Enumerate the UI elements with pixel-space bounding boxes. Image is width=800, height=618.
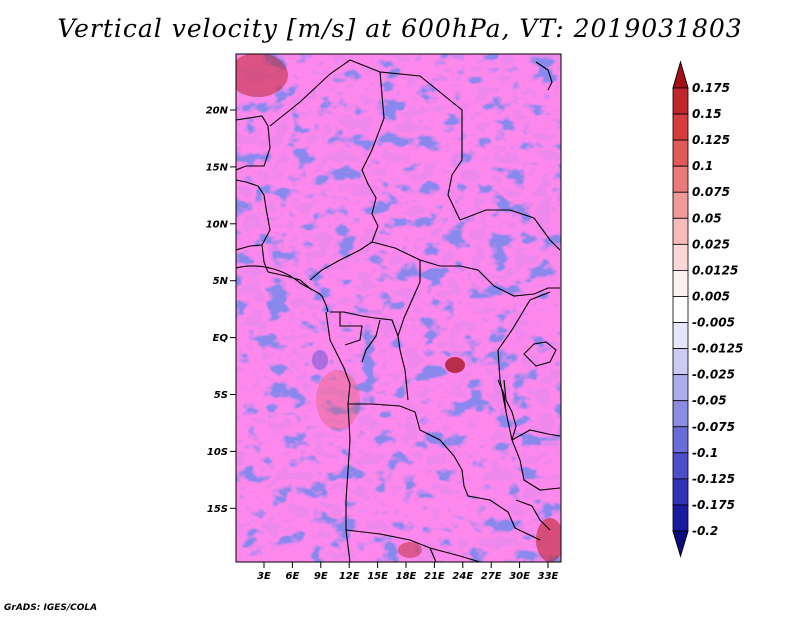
colorbar-segment xyxy=(672,322,689,349)
latitude-axis: 20N 15N 10N 5N EQ 5S 10S 15S xyxy=(206,106,236,515)
velocity-field xyxy=(236,54,561,562)
colorbar-segment xyxy=(672,452,689,480)
chart-title: Vertical velocity [m/s] at 600hPa, VT: 2… xyxy=(57,14,743,43)
lon-tick-label: 18E xyxy=(396,571,417,582)
grads-credit: GrADS: IGES/COLA xyxy=(4,603,98,613)
lat-tick-label: 10N xyxy=(206,219,229,230)
lat-tick-label: 15S xyxy=(207,504,228,515)
colorbar-segment xyxy=(672,113,689,141)
colorbar-label: 0.0125 xyxy=(692,263,738,277)
lat-tick-label: 10S xyxy=(207,447,228,458)
colorbar-label: -0.175 xyxy=(692,498,735,512)
lat-tick-label: 5N xyxy=(213,276,229,287)
country-borders xyxy=(236,59,561,562)
lon-tick-label: 15E xyxy=(367,571,388,582)
colorbar-segment xyxy=(672,504,689,532)
lon-tick-label: 21E xyxy=(424,571,445,582)
lon-tick-label: 24E xyxy=(452,571,473,582)
colorbar-segment xyxy=(672,374,689,402)
colorbar-segment xyxy=(672,348,689,376)
map-frame xyxy=(235,53,562,563)
lat-tick-label: 5S xyxy=(214,390,228,401)
colorbar-label: -0.025 xyxy=(692,368,735,382)
lon-tick-label: 30E xyxy=(509,571,530,582)
colorbar-label: 0.15 xyxy=(692,107,722,121)
colorbar-label: -0.05 xyxy=(692,394,727,408)
colorbar-segment xyxy=(672,270,689,297)
lat-tick-label: EQ xyxy=(213,333,229,344)
colorbar-label: 0.1 xyxy=(692,159,713,173)
lat-tick-label: 15N xyxy=(206,162,229,173)
colorbar-segment xyxy=(672,426,689,454)
colorbar-label: -0.005 xyxy=(692,316,735,330)
colorbar-label: 0.075 xyxy=(692,185,730,199)
colorbar-label: -0.075 xyxy=(692,420,735,434)
colorbar-label: -0.2 xyxy=(692,524,718,538)
colorbar-label: -0.0125 xyxy=(692,342,743,356)
colorbar-label: 0.125 xyxy=(692,133,730,147)
colorbar-segment xyxy=(672,191,689,219)
lon-tick-label: 9E xyxy=(314,571,328,582)
colorbar-label: 0.175 xyxy=(692,81,730,95)
lon-tick-label: 3E xyxy=(257,571,271,582)
colorbar-segment xyxy=(672,217,689,245)
colorbar-segment xyxy=(672,400,689,428)
colorbar-segment xyxy=(672,296,689,323)
colorbar-label: 0.05 xyxy=(692,211,722,225)
colorbar-label: -0.125 xyxy=(692,472,735,486)
map-plot-area xyxy=(236,54,561,562)
colorbar-label: 0.005 xyxy=(692,289,730,303)
colorbar-segment xyxy=(672,478,689,506)
colorbar-max-arrow xyxy=(672,60,689,89)
colorbar-label: -0.1 xyxy=(692,446,718,460)
colorbar-segment xyxy=(672,139,689,167)
colorbar-segment xyxy=(672,87,689,115)
colorbar-label: 0.025 xyxy=(692,237,730,251)
colorbar-min-arrow xyxy=(672,530,689,558)
lon-tick-label: 12E xyxy=(339,571,360,582)
longitude-axis: 3E 6E 9E 12E 15E 18E 21E 24E 27E 30E 33E xyxy=(257,562,559,582)
lon-tick-label: 6E xyxy=(286,571,300,582)
colorbar: 0.175 0.15 0.125 0.1 0.075 0.05 0.025 0.0125 0.0… xyxy=(672,60,743,558)
lon-tick-label: 33E xyxy=(538,571,559,582)
colorbar-segment xyxy=(672,243,689,271)
lat-tick-label: 20N xyxy=(206,106,229,117)
colorbar-segment xyxy=(672,165,689,193)
lon-tick-label: 27E xyxy=(481,571,502,582)
